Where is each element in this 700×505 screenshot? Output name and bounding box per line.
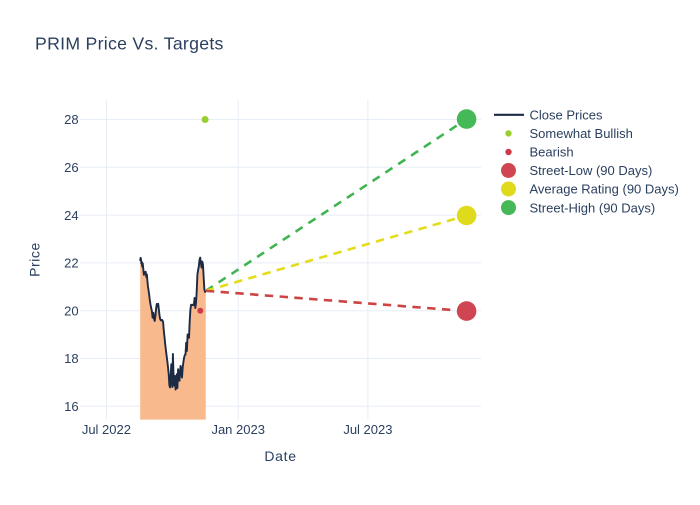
- svg-text:28: 28: [64, 112, 78, 127]
- svg-text:Jul 2023: Jul 2023: [343, 422, 392, 437]
- svg-text:20: 20: [64, 303, 78, 318]
- svg-text:16: 16: [64, 399, 78, 414]
- svg-text:Bearish: Bearish: [530, 145, 574, 160]
- svg-text:22: 22: [64, 256, 78, 271]
- svg-text:Street-Low (90 Days): Street-Low (90 Days): [530, 163, 653, 178]
- svg-text:Date: Date: [264, 448, 296, 464]
- svg-text:Average Rating (90 Days): Average Rating (90 Days): [530, 182, 679, 197]
- svg-text:PRIM Price Vs. Targets: PRIM Price Vs. Targets: [35, 33, 224, 53]
- svg-text:Close Prices: Close Prices: [530, 108, 603, 123]
- svg-text:18: 18: [64, 351, 78, 366]
- svg-text:26: 26: [64, 160, 78, 175]
- svg-text:Street-High (90 Days): Street-High (90 Days): [530, 200, 656, 215]
- svg-text:Somewhat Bullish: Somewhat Bullish: [530, 126, 633, 141]
- svg-text:Jul 2022: Jul 2022: [82, 422, 131, 437]
- svg-text:Jan 2023: Jan 2023: [211, 422, 265, 437]
- svg-text:24: 24: [64, 208, 78, 223]
- svg-text:Price: Price: [27, 242, 43, 277]
